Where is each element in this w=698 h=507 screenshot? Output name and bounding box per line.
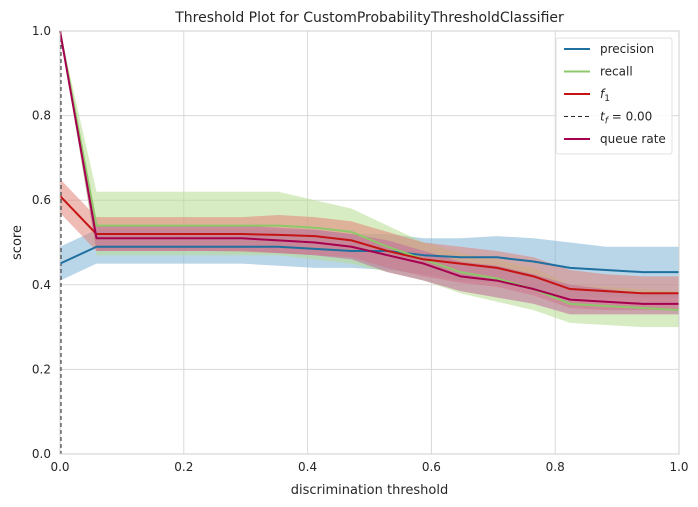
chart-title: Threshold Plot for CustomProbabilityThre… xyxy=(174,10,564,26)
x-axis-label: discrimination threshold xyxy=(291,483,448,498)
y-tick-label: 0.0 xyxy=(32,447,51,461)
queue-rate-band xyxy=(60,31,679,315)
f-1-line xyxy=(59,195,679,295)
legend-label-threshold: tf = 0.00 xyxy=(600,110,652,127)
legend-box xyxy=(555,37,673,155)
recall-band xyxy=(60,31,679,328)
y-tick-label: 0.8 xyxy=(32,109,51,123)
y-tick-label: 0.2 xyxy=(32,362,51,376)
x-tick-label: 0.4 xyxy=(298,460,317,474)
legend-label-precision: precision xyxy=(600,42,654,56)
legend-label-queue-rate: queue rate xyxy=(600,132,666,146)
y-tick-label: 1.0 xyxy=(32,24,51,38)
recall-line xyxy=(59,30,680,312)
legend-label-f-1: f1 xyxy=(600,87,610,104)
x-tick-labels: 0.0 0.2 0.4 0.6 0.8 1.0 xyxy=(50,460,688,474)
x-tick-label: 0.2 xyxy=(174,460,193,474)
x-tick-label: 0.8 xyxy=(546,460,565,474)
y-tick-label: 0.6 xyxy=(32,193,51,207)
x-tick-label: 0.0 xyxy=(50,460,69,474)
legend-label-recall: recall xyxy=(600,65,633,79)
y-tick-labels: 0.0 0.2 0.4 0.6 0.8 1.0 xyxy=(32,24,51,461)
plot-frame xyxy=(59,30,680,455)
y-tick-label: 0.4 xyxy=(32,278,51,292)
legend: precision recall f1 tf = 0.00 queue rate xyxy=(555,37,673,155)
x-tick-label: 1.0 xyxy=(669,460,688,474)
y-axis-label: score xyxy=(10,225,25,260)
x-tick-label: 0.6 xyxy=(422,460,441,474)
queue-rate-line xyxy=(59,30,679,305)
series-lines xyxy=(59,30,680,312)
